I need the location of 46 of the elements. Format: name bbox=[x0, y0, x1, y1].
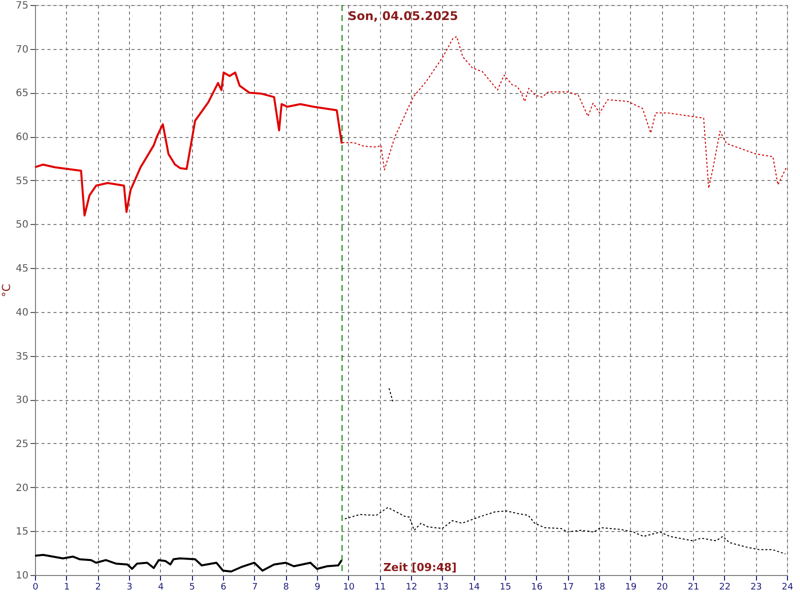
x-tick-label: 4 bbox=[158, 582, 164, 592]
x-tick-label: 12 bbox=[406, 582, 418, 592]
x-tick-label: 0 bbox=[32, 582, 39, 592]
x-tick-label: 9 bbox=[314, 582, 321, 592]
x-tick-label: 22 bbox=[719, 582, 731, 592]
y-tick-label: 15 bbox=[16, 526, 28, 538]
x-tick-label: 7 bbox=[252, 582, 258, 592]
y-tick-label: 60 bbox=[16, 132, 28, 144]
x-tick-label: 5 bbox=[189, 582, 196, 592]
x-tick-label: 11 bbox=[374, 582, 386, 592]
x-tick-label: 10 bbox=[343, 582, 355, 592]
y-tick-label: 55 bbox=[16, 176, 28, 187]
x-tick-label: 15 bbox=[500, 582, 512, 592]
x-tick-label: 2 bbox=[95, 582, 102, 592]
x-tick-label: 3 bbox=[126, 582, 132, 592]
x-tick-label: 20 bbox=[656, 582, 668, 592]
x-tick-label: 23 bbox=[750, 582, 762, 592]
y-axis-title: °C bbox=[0, 284, 13, 298]
x-tick-label: 8 bbox=[283, 582, 290, 592]
x-tick-label: 13 bbox=[437, 582, 449, 592]
x-tick-label: 19 bbox=[625, 582, 637, 592]
ref-line-label: Son, 04.05.2025 bbox=[348, 9, 458, 23]
line-series bbox=[344, 506, 786, 554]
x-tick-label: 21 bbox=[688, 582, 700, 592]
y-tick-label: 30 bbox=[16, 395, 28, 406]
y-tick-label: 20 bbox=[16, 482, 28, 494]
x-tick-label: 17 bbox=[562, 582, 574, 592]
y-tick-label: 50 bbox=[16, 220, 28, 231]
x-tick-label: 1 bbox=[64, 582, 70, 592]
line-series bbox=[35, 554, 343, 572]
y-tick-label: 75 bbox=[16, 0, 28, 12]
y-tick-label: 70 bbox=[16, 44, 28, 56]
x-tick-label: 24 bbox=[782, 582, 794, 592]
y-tick-label: 45 bbox=[16, 264, 28, 275]
x-tick-label: 14 bbox=[468, 582, 480, 592]
y-tick-label: 10 bbox=[16, 570, 28, 582]
x-tick-label: 16 bbox=[531, 582, 543, 592]
y-tick-label: 65 bbox=[16, 88, 28, 100]
y-tick-label: 35 bbox=[16, 351, 28, 362]
x-axis-title: Zeit [09:48] bbox=[383, 561, 457, 574]
x-tick-label: 6 bbox=[220, 582, 227, 592]
line-series bbox=[342, 36, 787, 189]
y-tick-label: 25 bbox=[16, 438, 28, 450]
x-tick-label: 18 bbox=[594, 582, 606, 592]
y-tick-label: 40 bbox=[16, 307, 28, 318]
line-series bbox=[35, 72, 343, 216]
